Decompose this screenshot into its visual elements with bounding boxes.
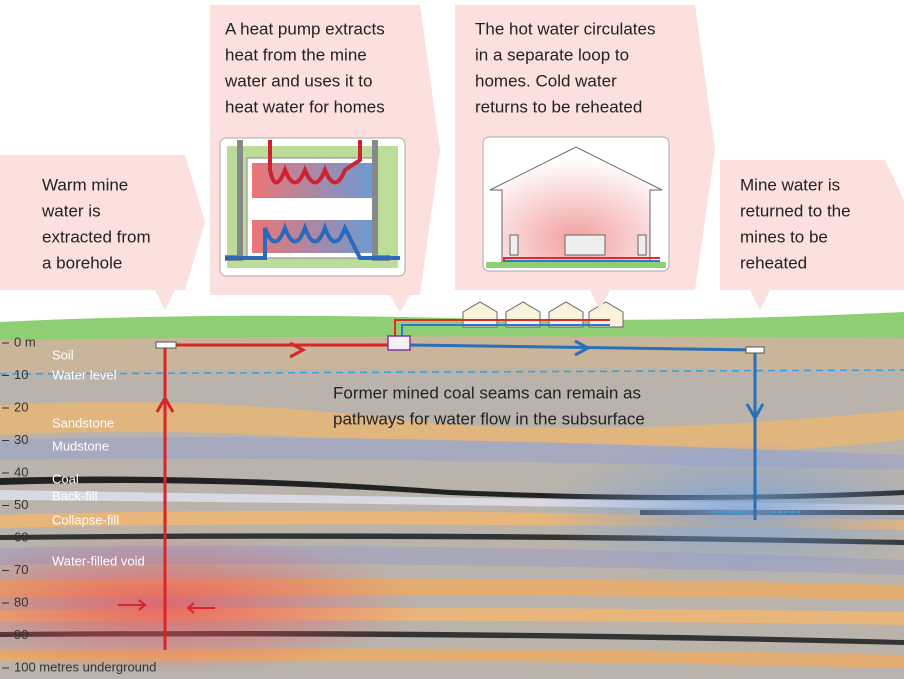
callout-text: extracted from (42, 227, 151, 246)
layer-label: Back-fill (52, 488, 98, 503)
callout-text: a borehole (42, 253, 122, 272)
depth-label: 70 (14, 562, 28, 577)
borehole-head (745, 346, 765, 354)
depth-label: 100 metres underground (14, 659, 156, 674)
hot-loop (394, 319, 610, 337)
callout-box (0, 155, 205, 310)
arrow (745, 403, 765, 422)
callout-text: A heat pump extracts (225, 19, 385, 38)
coal-seam (0, 476, 904, 500)
depth-label: 0 m (14, 334, 36, 349)
depth-label: 80 (14, 594, 28, 609)
warm-zone (0, 535, 420, 675)
depth-label: 40 (14, 464, 28, 479)
arrow (574, 339, 592, 357)
arrows (118, 599, 215, 614)
layer-label: Mudstone (52, 438, 109, 453)
cool-zone (540, 440, 904, 580)
cold-loop (401, 324, 610, 337)
depth-label: 60 (14, 529, 28, 544)
callout-text: returned to the (740, 201, 851, 220)
sandstone (0, 402, 904, 457)
callout-text: returns to be reheated (475, 97, 642, 116)
layer-label: Water-filled void (52, 553, 145, 568)
callout-text: The hot water circulates (475, 19, 655, 38)
callout-text: Warm mine (42, 175, 128, 194)
callout-text: Mine water is (740, 175, 840, 194)
depth-label: 90 (14, 627, 28, 642)
annotation: Former mined coal seams can remain as (333, 383, 641, 402)
layer-label: Coal (52, 471, 79, 486)
arrow (155, 394, 175, 413)
layer-label: Sandstone (52, 415, 114, 430)
heat-pump-illustration (219, 137, 406, 277)
depth-label: 10 (14, 367, 28, 382)
borehole-head (155, 341, 177, 349)
layer-label: Collapse-fill (52, 512, 119, 527)
callout-text: reheated (740, 253, 807, 272)
house-illustration (482, 136, 670, 272)
water-level (0, 369, 904, 375)
arrow (289, 341, 307, 359)
callout-text: water and uses it to (224, 71, 372, 90)
annotation: pathways for water flow in the subsurfac… (333, 409, 645, 428)
callout-text: water is (41, 201, 101, 220)
callout-text: in a separate loop to (475, 45, 629, 64)
callout-text: homes. Cold water (475, 71, 617, 90)
callout-text: heat from the mine (225, 45, 367, 64)
layer-label: Soil (52, 347, 74, 362)
heat-pump (387, 335, 411, 351)
callout-text: mines to be (740, 227, 828, 246)
callout-text: heat water for homes (225, 97, 385, 116)
depth-label: 30 (14, 432, 28, 447)
depth-label: 50 (14, 497, 28, 512)
callout-box (720, 160, 904, 310)
layer-label: Water level (52, 367, 117, 382)
depth-label: 20 (14, 399, 28, 414)
